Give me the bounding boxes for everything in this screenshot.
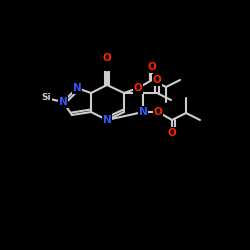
Text: N: N: [58, 97, 68, 107]
Text: O: O: [152, 75, 162, 85]
Text: O: O: [134, 83, 142, 93]
Text: O: O: [148, 62, 156, 72]
Text: O: O: [168, 128, 176, 138]
Text: Si: Si: [41, 94, 51, 102]
Text: O: O: [154, 107, 162, 117]
Text: N: N: [103, 115, 112, 125]
Text: N: N: [72, 83, 82, 93]
Text: N: N: [138, 107, 147, 117]
Text: O: O: [103, 53, 112, 63]
